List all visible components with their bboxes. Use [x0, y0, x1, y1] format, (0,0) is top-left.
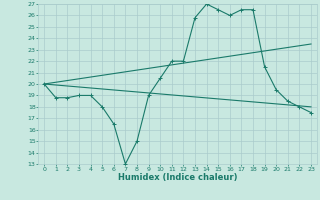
X-axis label: Humidex (Indice chaleur): Humidex (Indice chaleur): [118, 173, 237, 182]
